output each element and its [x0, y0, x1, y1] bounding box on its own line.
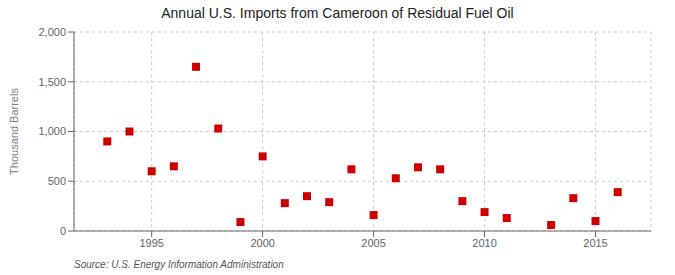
svg-text:Thousand Barrels: Thousand Barrels [8, 88, 20, 175]
svg-text:2005: 2005 [361, 237, 385, 249]
svg-text:500: 500 [48, 175, 66, 187]
html-text:Annual U.S. Imports from Camer: Annual U.S. Imports from Cameroon of Res… [161, 5, 514, 21]
svg-text:1,500: 1,500 [38, 76, 66, 88]
html-text:Source: U.S. Energy Informatio: Source: U.S. Energy Information Administ… [74, 259, 284, 270]
svg-text:2000: 2000 [250, 237, 274, 249]
svg-text:1995: 1995 [139, 237, 163, 249]
svg-text:2015: 2015 [583, 237, 607, 249]
svg-text:2,000: 2,000 [38, 26, 66, 38]
svg-text:0: 0 [60, 225, 66, 237]
svg-text:1,000: 1,000 [38, 125, 66, 137]
svg-text:2010: 2010 [472, 237, 496, 249]
